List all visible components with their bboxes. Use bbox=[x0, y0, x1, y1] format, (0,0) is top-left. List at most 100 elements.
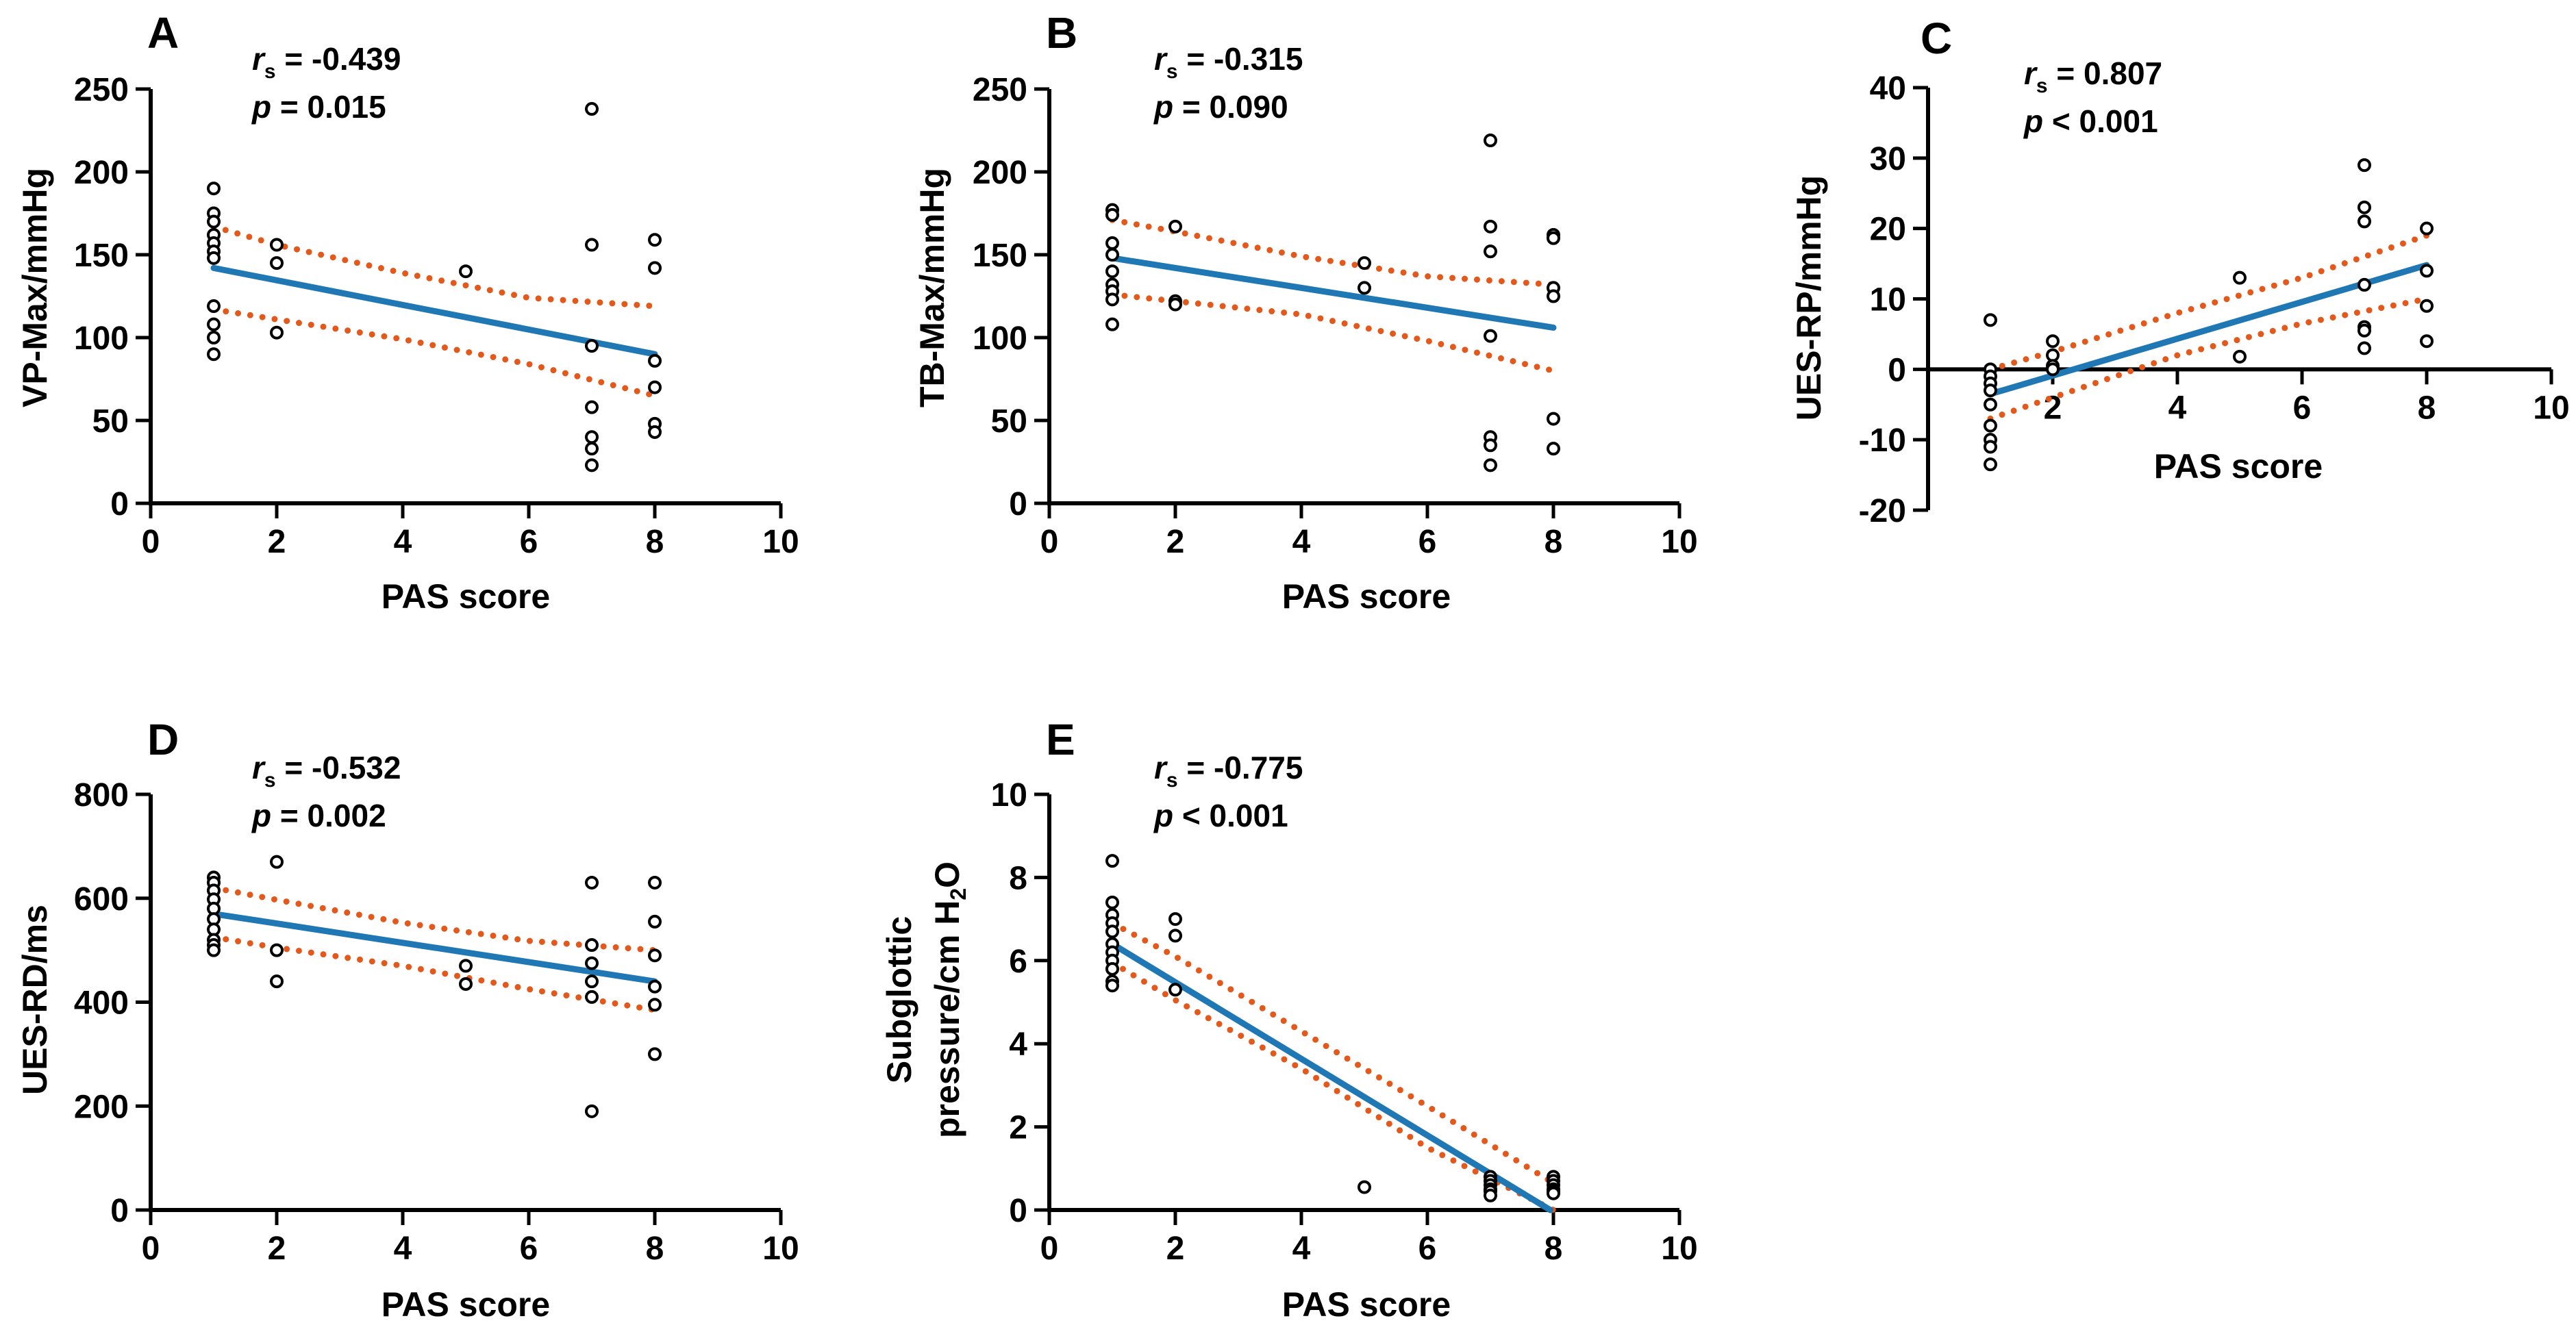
y-tick-label: -20 bbox=[1859, 493, 1906, 529]
data-point bbox=[585, 990, 599, 1004]
data-point bbox=[270, 256, 284, 270]
x-axis-label: PAS score bbox=[382, 577, 550, 616]
panel-a: A rs = -0.439 p = 0.015 PAS score VP-Max… bbox=[16, 8, 799, 616]
data-point bbox=[2358, 323, 2371, 338]
data-point bbox=[2420, 264, 2434, 278]
y-tick-label: 100 bbox=[973, 320, 1027, 357]
stat-p: p < 0.001 bbox=[2023, 103, 2158, 139]
y-tick-label: -10 bbox=[1859, 423, 1906, 459]
panel-label: E bbox=[1046, 715, 1075, 764]
x-tick-label: 2 bbox=[268, 524, 286, 560]
data-point bbox=[1105, 207, 1119, 222]
y-tick-label: 0 bbox=[1009, 1193, 1027, 1229]
data-point bbox=[2420, 221, 2434, 236]
data-point bbox=[1168, 297, 1182, 312]
data-point bbox=[1547, 289, 1560, 303]
stat-r: rs = -0.315 bbox=[1154, 41, 1303, 83]
data-point bbox=[270, 974, 284, 989]
data-point bbox=[1168, 912, 1182, 927]
data-point bbox=[648, 425, 662, 439]
x-tick-label: 0 bbox=[1040, 524, 1059, 560]
data-point bbox=[585, 442, 599, 456]
x-tick-label: 10 bbox=[762, 524, 799, 560]
data-point bbox=[585, 1104, 599, 1118]
data-point bbox=[207, 181, 221, 196]
panel-c: C rs = 0.807 p < 0.001 PAS score UES-RP/… bbox=[1790, 14, 2570, 529]
data-point bbox=[1484, 244, 1497, 259]
data-point bbox=[1168, 929, 1182, 943]
data-point bbox=[270, 943, 284, 957]
regression-line bbox=[210, 911, 658, 985]
y-axis-label: UES-RP/mmHg bbox=[1790, 175, 1828, 420]
x-tick-label: 2 bbox=[1166, 1231, 1185, 1267]
y-tick-label: 50 bbox=[92, 403, 129, 440]
x-tick-label: 6 bbox=[520, 524, 538, 560]
y-tick-label: 8 bbox=[1009, 860, 1027, 896]
panel-d: D rs = -0.532 p = 0.002 PAS score UES-RD… bbox=[16, 715, 799, 1324]
x-tick-label: 8 bbox=[1545, 1231, 1563, 1267]
y-tick-label: 150 bbox=[973, 238, 1027, 274]
y-tick-label: 2 bbox=[1009, 1110, 1027, 1146]
data-point bbox=[1984, 418, 1997, 433]
data-point bbox=[648, 998, 662, 1012]
data-point bbox=[1168, 983, 1182, 997]
x-tick-label: 8 bbox=[646, 524, 664, 560]
data-point bbox=[1105, 924, 1119, 939]
y-tick-label: 600 bbox=[74, 881, 129, 918]
data-point bbox=[270, 325, 284, 340]
regression-line bbox=[1109, 255, 1557, 331]
x-tick-label: 0 bbox=[142, 524, 160, 560]
ci-upper-line bbox=[1987, 232, 2430, 373]
data-point bbox=[585, 430, 599, 444]
y-tick-label: 400 bbox=[74, 985, 129, 1022]
x-axis-label: PAS score bbox=[1282, 1285, 1451, 1324]
data-point bbox=[2420, 334, 2434, 349]
data-point bbox=[1105, 961, 1119, 976]
data-point bbox=[1358, 256, 1371, 270]
data-point bbox=[2046, 362, 2060, 377]
data-point bbox=[585, 875, 599, 890]
x-tick-label: 4 bbox=[2168, 390, 2187, 426]
data-point bbox=[1984, 383, 1997, 398]
x-axis-label: PAS score bbox=[1282, 577, 1451, 616]
ci-lower-line bbox=[1109, 959, 1557, 1213]
data-point bbox=[2358, 277, 2371, 292]
x-tick-label: 0 bbox=[142, 1231, 160, 1267]
x-tick-label: 4 bbox=[394, 524, 412, 560]
stat-r: rs = -0.532 bbox=[252, 750, 401, 792]
panel-e: E rs = -0.775 p < 0.001 PAS score Subglo… bbox=[880, 715, 1698, 1324]
x-tick-label: 10 bbox=[1661, 524, 1697, 560]
y-axis-label: VP-Max/mmHg bbox=[16, 168, 54, 407]
y-tick-label: 0 bbox=[1009, 486, 1027, 522]
y-tick-label: 250 bbox=[973, 72, 1027, 108]
y-tick-label: 40 bbox=[1870, 71, 1906, 107]
data-point bbox=[1105, 854, 1119, 868]
x-tick-label: 6 bbox=[2293, 390, 2312, 426]
y-axis-label-line1: Subglottic bbox=[880, 916, 918, 1083]
data-point bbox=[270, 238, 284, 252]
data-point bbox=[585, 102, 599, 116]
regression-line bbox=[1109, 941, 1553, 1213]
data-point bbox=[1484, 329, 1497, 343]
stat-r: rs = 0.807 bbox=[2024, 55, 2162, 97]
panel-label: A bbox=[147, 8, 179, 58]
data-point bbox=[1547, 412, 1560, 426]
data-point bbox=[585, 339, 599, 353]
y-tick-label: 200 bbox=[74, 1089, 129, 1125]
data-point bbox=[1484, 219, 1497, 234]
panel-label: B bbox=[1046, 8, 1077, 58]
data-point bbox=[1547, 1186, 1560, 1200]
data-point bbox=[2420, 299, 2434, 313]
x-tick-label: 4 bbox=[1292, 1231, 1311, 1267]
x-tick-label: 8 bbox=[1545, 524, 1563, 560]
regression-line bbox=[210, 264, 658, 357]
data-point bbox=[207, 251, 221, 265]
x-tick-label: 6 bbox=[1418, 524, 1437, 560]
y-tick-label: 30 bbox=[1870, 141, 1906, 177]
x-tick-label: 4 bbox=[394, 1231, 412, 1267]
data-point bbox=[1105, 292, 1119, 307]
data-point bbox=[2233, 349, 2247, 364]
data-point bbox=[459, 976, 473, 991]
data-point bbox=[2233, 270, 2247, 285]
x-axis-label: PAS score bbox=[2154, 447, 2323, 486]
